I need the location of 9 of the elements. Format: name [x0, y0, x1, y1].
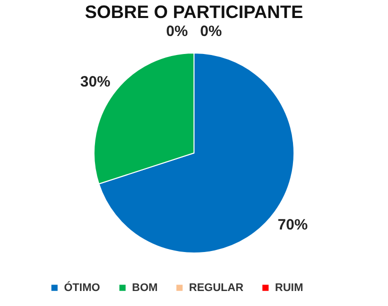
legend-label: ÓTIMO: [64, 280, 100, 294]
legend-label: RUIM: [275, 282, 304, 294]
text: 0%: [166, 23, 188, 40]
legend-label: REGULAR: [189, 282, 244, 294]
text: 0%: [200, 23, 222, 40]
legend-label: BOM: [132, 282, 158, 294]
data-label: 30%: [80, 73, 110, 90]
data-label: 70%: [278, 216, 308, 234]
chart-title: SOBRE O PARTICIPANTE: [84, 2, 304, 22]
